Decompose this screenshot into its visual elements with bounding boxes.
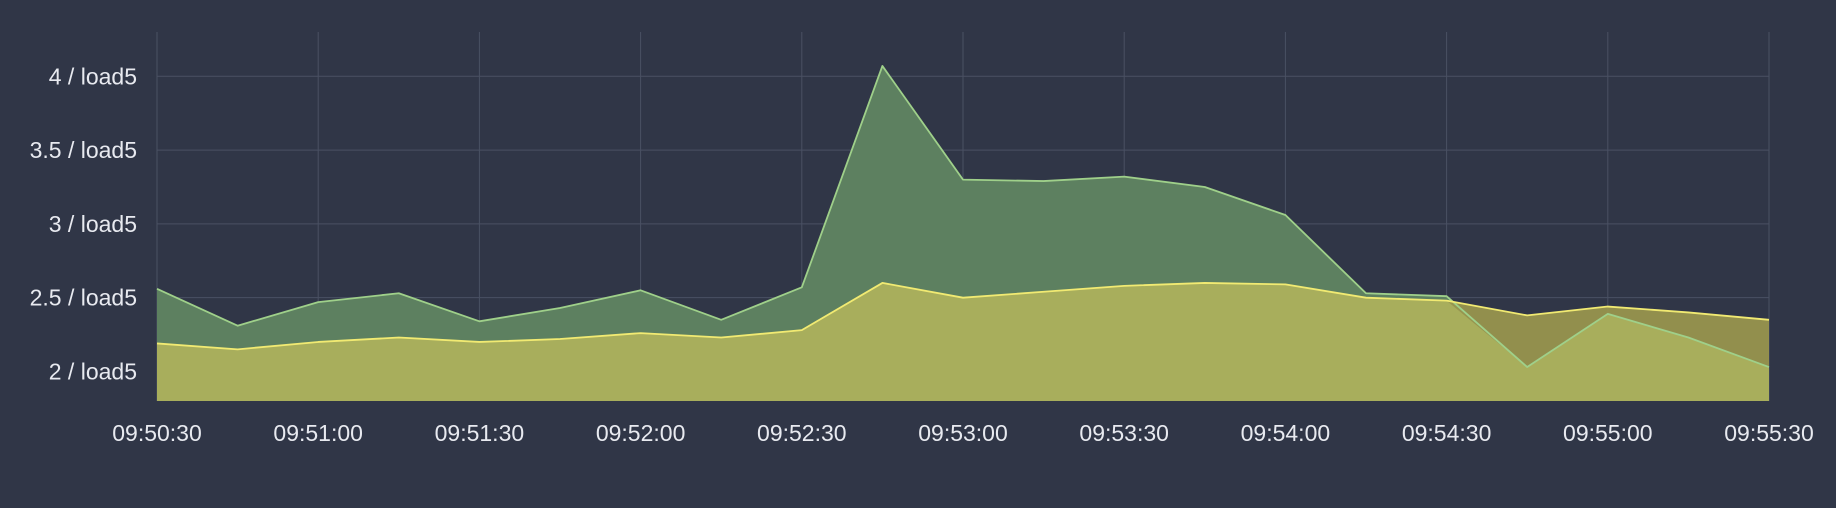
- x-axis: 09:50:30 09:51:00 09:51:30 09:52:00 09:52:30…: [112, 420, 1814, 446]
- y-tick-label: 2 / load5: [49, 358, 137, 384]
- x-tick-label: 09:53:30: [1079, 420, 1169, 446]
- x-tick-label: 09:50:30: [112, 420, 202, 446]
- x-tick-label: 09:55:00: [1563, 420, 1653, 446]
- x-tick-label: 09:55:30: [1724, 420, 1814, 446]
- x-tick-label: 09:54:30: [1402, 420, 1492, 446]
- x-tick-label: 09:53:00: [918, 420, 1008, 446]
- x-tick-label: 09:51:30: [435, 420, 525, 446]
- x-tick-label: 09:51:00: [273, 420, 363, 446]
- y-tick-label: 4 / load5: [49, 63, 137, 89]
- x-tick-label: 09:52:00: [596, 420, 686, 446]
- y-tick-label: 3.5 / load5: [30, 137, 137, 163]
- series-2-line: [156, 282, 1770, 351]
- line-layer: [156, 65, 1770, 368]
- series-1-line: [156, 65, 1770, 368]
- x-tick-label: 09:54:00: [1241, 420, 1331, 446]
- area-layer: [157, 65, 1769, 401]
- y-tick-label: 3 / load5: [49, 211, 137, 237]
- y-axis: 2 / load5 2.5 / load5 3 / load5 3.5 / load5…: [30, 63, 137, 384]
- y-tick-label: 2.5 / load5: [30, 285, 137, 311]
- x-tick-label: 09:52:30: [757, 420, 847, 446]
- overlap-area: [157, 282, 1769, 401]
